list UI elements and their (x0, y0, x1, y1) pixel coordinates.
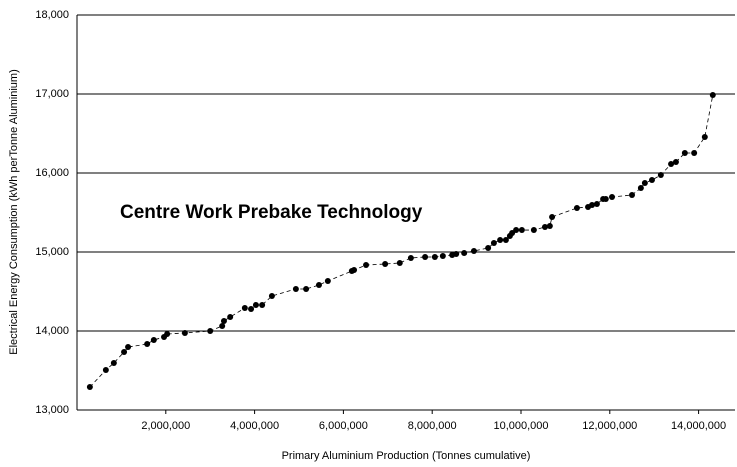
data-point (315, 282, 322, 289)
data-point (549, 214, 556, 221)
data-point (681, 150, 688, 157)
data-point (497, 236, 504, 243)
data-point (530, 227, 537, 234)
data-point (207, 328, 214, 334)
data-point (593, 200, 600, 207)
data-point (150, 337, 157, 344)
data-point (502, 236, 509, 243)
data-point (490, 239, 497, 246)
data-point (259, 302, 266, 309)
annotation: Centre Work Prebake Technology (120, 202, 423, 223)
data-point (513, 227, 520, 234)
data-point (589, 201, 596, 208)
data-point (324, 277, 331, 284)
data-point (382, 261, 389, 268)
data-point (637, 185, 644, 192)
data-point (648, 177, 655, 184)
data-point (573, 204, 580, 211)
y-tick-label: 16,000 (35, 167, 69, 179)
series-line (89, 94, 714, 388)
data-point (691, 150, 698, 157)
y-axis-label: Electrical Energy Consumption (kWh perTo… (8, 69, 20, 355)
y-tick-label: 13,000 (35, 404, 69, 416)
data-point (102, 367, 109, 374)
data-point (248, 306, 255, 313)
data-point (219, 323, 226, 330)
y-tick-label: 14,000 (35, 325, 69, 337)
data-point (439, 253, 446, 260)
data-point (252, 302, 259, 309)
data-point (485, 244, 492, 251)
x-tick-label: 4,000,000 (230, 420, 279, 432)
data-point (407, 255, 414, 262)
data-point (121, 349, 128, 356)
x-tick-label: 8,000,000 (408, 420, 457, 432)
x-tick-label: 2,000,000 (141, 420, 190, 432)
y-tick-label: 17,000 (35, 88, 69, 100)
data-point (422, 253, 429, 260)
data-point (363, 262, 370, 269)
data-point (396, 259, 403, 266)
y-tick-label: 18,000 (35, 9, 69, 21)
data-point (164, 331, 171, 338)
data-point (220, 317, 227, 324)
x-tick-label: 6,000,000 (319, 420, 368, 432)
data-point (303, 285, 310, 292)
data-point (292, 285, 299, 292)
y-tick-label: 15,000 (35, 246, 69, 258)
data-point (86, 384, 93, 391)
data-point (461, 250, 468, 257)
data-point (470, 247, 477, 254)
data-point (518, 227, 525, 234)
data-point (709, 92, 716, 99)
data-point (657, 171, 664, 178)
data-point (144, 341, 151, 348)
data-point (453, 250, 460, 257)
data-point (125, 344, 132, 351)
data-point (241, 305, 248, 312)
x-axis-label: Primary Aluminium Production (Tonnes cum… (282, 450, 531, 462)
x-tick-label: 10,000,000 (493, 420, 548, 432)
data-point (672, 159, 679, 166)
data-point (609, 194, 616, 201)
data-point (701, 133, 708, 140)
data-point (181, 329, 188, 336)
data-point (351, 267, 358, 274)
data-point (110, 359, 117, 366)
data-point (227, 314, 234, 321)
data-point (668, 160, 675, 167)
data-point (541, 224, 548, 231)
data-point (641, 180, 648, 187)
x-tick-label: 14,000,000 (671, 420, 726, 432)
x-tick-label: 12,000,000 (582, 420, 637, 432)
data-point (602, 195, 609, 202)
data-point (546, 223, 553, 230)
data-point (628, 191, 635, 198)
data-point (268, 293, 275, 300)
data-point (431, 253, 438, 260)
